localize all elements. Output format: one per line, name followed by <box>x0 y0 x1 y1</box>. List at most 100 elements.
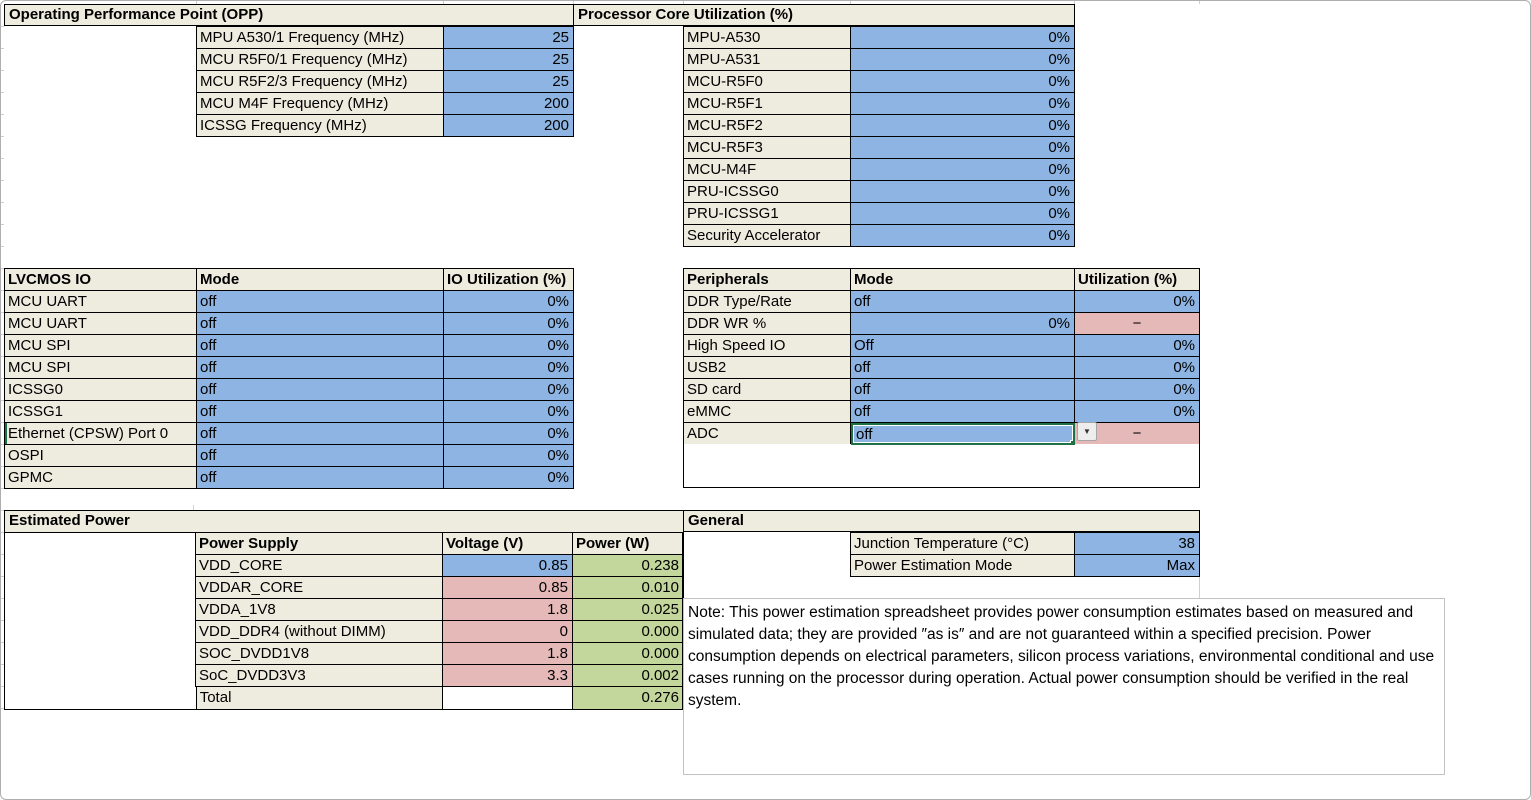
lvcmos-mode-input-cell[interactable]: off <box>197 291 444 313</box>
core-name-label: MCU-R5F0 <box>684 71 851 93</box>
peripheral-utilization-cell[interactable]: 0% <box>1075 335 1200 357</box>
peripheral-utilization-cell[interactable]: − <box>1075 313 1200 335</box>
core-utilization-input-cell[interactable]: 0% <box>851 159 1075 181</box>
power-header: Power (W) <box>573 533 683 555</box>
lvcmos-utilization-input-cell[interactable]: 0% <box>444 467 574 489</box>
lvcmos-utilization-input-cell[interactable]: 0% <box>444 291 574 313</box>
lvcmos-interface-label: MCU SPI <box>5 335 197 357</box>
general-setting-input-cell[interactable]: Max <box>1075 555 1200 577</box>
power-value-cell: 0.025 <box>573 599 683 621</box>
peripherals-row: DDR Type/Rate off 0% <box>684 291 1200 313</box>
lvcmos-header-row: LVCMOS IO Mode IO Utilization (%) <box>5 269 574 291</box>
lvcmos-interface-label: ICSSG0 <box>5 379 197 401</box>
peripherals-row: ADC off − <box>684 423 1200 445</box>
lvcmos-utilization-input-cell[interactable]: 0% <box>444 423 574 445</box>
lvcmos-row: MCU SPI off 0% <box>5 335 574 357</box>
peripheral-utilization-cell[interactable]: 0% <box>1075 401 1200 423</box>
opp-frequency-input-cell[interactable]: 25 <box>444 27 574 49</box>
gridline-tick <box>0 202 4 203</box>
lvcmos-mode-input-cell[interactable]: off <box>197 401 444 423</box>
peripherals-empty-area <box>683 444 1200 488</box>
core-utilization-input-cell[interactable]: 0% <box>851 115 1075 137</box>
core-utilization-input-cell[interactable]: 0% <box>851 93 1075 115</box>
peripheral-name-label: eMMC <box>684 401 851 423</box>
peripheral-utilization-cell[interactable]: 0% <box>1075 291 1200 313</box>
power-supply-label: VDD_DDR4 (without DIMM) <box>196 621 443 643</box>
peripheral-mode-input-cell[interactable]: Off <box>851 335 1075 357</box>
gridline-tick <box>0 466 4 467</box>
core-utilization-input-cell[interactable]: 0% <box>851 27 1075 49</box>
gridline-tick <box>443 0 444 4</box>
lvcmos-mode-input-cell[interactable]: off <box>197 423 444 445</box>
gridline-tick <box>0 136 4 137</box>
total-label: Total <box>196 687 444 709</box>
peripheral-mode-input-cell[interactable]: off <box>851 423 1075 445</box>
peripherals-header-row: Peripherals Mode Utilization (%) <box>684 269 1200 291</box>
core-utilization-input-cell[interactable]: 0% <box>851 181 1075 203</box>
peripheral-mode-input-cell[interactable]: off <box>851 401 1075 423</box>
gridline-tick <box>0 576 4 577</box>
estimated-power-row: VDDA_1V8 1.8 0.025 <box>196 599 683 621</box>
total-power-cell: 0.276 <box>573 687 683 709</box>
peripheral-mode-input-cell[interactable]: 0% <box>851 313 1075 335</box>
gridline-tick <box>0 246 4 247</box>
lvcmos-mode-input-cell[interactable]: off <box>197 313 444 335</box>
core-utilization-row: Security Accelerator 0% <box>684 225 1075 247</box>
general-setting-input-cell[interactable]: 38 <box>1075 533 1200 555</box>
lvcmos-mode-input-cell[interactable]: off <box>197 445 444 467</box>
estimated-power-row: SoC_DVDD3V3 3.3 0.002 <box>196 665 683 687</box>
lvcmos-row: MCU UART off 0% <box>5 313 574 335</box>
gridline-tick <box>0 180 4 181</box>
opp-frequency-input-cell[interactable]: 200 <box>444 93 574 115</box>
peripherals-row: SD card off 0% <box>684 379 1200 401</box>
peripheral-utilization-cell[interactable]: 0% <box>1075 357 1200 379</box>
opp-row: MCU R5F0/1 Frequency (MHz) 25 <box>197 49 574 71</box>
core-utilization-input-cell[interactable]: 0% <box>851 71 1075 93</box>
core-name-label: PRU-ICSSG0 <box>684 181 851 203</box>
core-utilization-input-cell[interactable]: 0% <box>851 225 1075 247</box>
gridline-tick <box>0 356 4 357</box>
lvcmos-utilization-input-cell[interactable]: 0% <box>444 313 574 335</box>
gridline-tick <box>0 598 4 599</box>
lvcmos-utilization-input-cell[interactable]: 0% <box>444 401 574 423</box>
lvcmos-mode-input-cell[interactable]: off <box>197 357 444 379</box>
lvcmos-mode-input-cell[interactable]: off <box>197 467 444 489</box>
opp-section-title: Operating Performance Point (OPP) <box>4 4 574 26</box>
peripheral-utilization-cell[interactable]: 0% <box>1075 379 1200 401</box>
adc-mode-dropdown-button[interactable]: ▼ <box>1077 422 1097 441</box>
lvcmos-utilization-input-cell[interactable]: 0% <box>444 335 574 357</box>
lvcmos-row: ICSSG0 off 0% <box>5 379 574 401</box>
peripheral-name-label: ADC <box>684 423 851 445</box>
opp-row-label: MCU R5F0/1 Frequency (MHz) <box>197 49 444 71</box>
gridline-tick <box>0 224 4 225</box>
lvcmos-mode-input-cell[interactable]: off <box>197 379 444 401</box>
gridline-tick <box>0 290 4 291</box>
peripheral-mode-input-cell[interactable]: off <box>851 379 1075 401</box>
gridline-tick <box>0 488 4 489</box>
core-utilization-input-cell[interactable]: 0% <box>851 49 1075 71</box>
core-utilization-input-cell[interactable]: 0% <box>851 203 1075 225</box>
gridline-tick <box>0 378 4 379</box>
opp-frequency-input-cell[interactable]: 25 <box>444 71 574 93</box>
peripherals-utilization-header: Utilization (%) <box>1075 269 1200 291</box>
peripheral-name-label: USB2 <box>684 357 851 379</box>
general-table: Junction Temperature (°C) 38 Power Estim… <box>850 532 1200 577</box>
general-setting-label: Junction Temperature (°C) <box>851 533 1075 555</box>
lvcmos-mode-header: Mode <box>197 269 444 291</box>
lvcmos-utilization-input-cell[interactable]: 0% <box>444 445 574 467</box>
estimated-power-section-title: Estimated Power <box>5 511 683 533</box>
core-utilization-input-cell[interactable]: 0% <box>851 137 1075 159</box>
gridline-tick <box>0 422 4 423</box>
lvcmos-io-table: LVCMOS IO Mode IO Utilization (%) MCU UA… <box>4 268 574 489</box>
opp-frequency-input-cell[interactable]: 25 <box>444 49 574 71</box>
lvcmos-mode-input-cell[interactable]: off <box>197 335 444 357</box>
core-utilization-row: MPU-A531 0% <box>684 49 1075 71</box>
peripheral-mode-input-cell[interactable]: off <box>851 357 1075 379</box>
peripheral-mode-input-cell[interactable]: off <box>851 291 1075 313</box>
opp-frequency-input-cell[interactable]: 200 <box>444 115 574 137</box>
peripherals-table: Peripherals Mode Utilization (%) DDR Typ… <box>683 268 1200 445</box>
lvcmos-utilization-input-cell[interactable]: 0% <box>444 357 574 379</box>
core-name-label: PRU-ICSSG1 <box>684 203 851 225</box>
power-supply-label: SOC_DVDD1V8 <box>196 643 443 665</box>
lvcmos-utilization-input-cell[interactable]: 0% <box>444 379 574 401</box>
